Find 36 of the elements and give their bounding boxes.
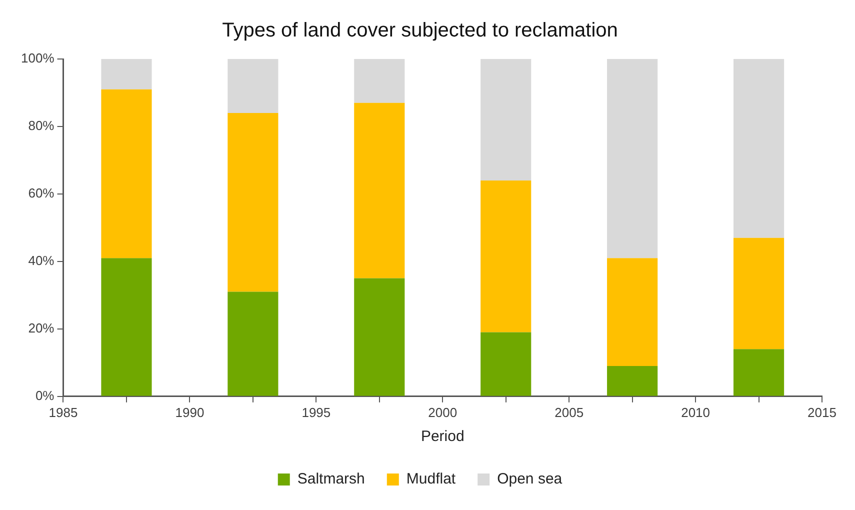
bar	[607, 59, 658, 258]
bar	[480, 332, 532, 396]
chart-title: Types of land cover subjected to reclamation	[222, 20, 618, 42]
y-tick-label: 20%	[28, 320, 55, 336]
y-tick-label: 100%	[21, 50, 55, 66]
x-tick-label: 2000	[428, 404, 458, 420]
bar	[480, 180, 532, 332]
x-tick-label: 2005	[554, 404, 584, 420]
bar	[101, 59, 152, 90]
legend-label: Mudflat	[406, 470, 456, 488]
y-tick-label: 0%	[35, 388, 55, 403]
legend-label: Open sea	[497, 470, 563, 488]
bar	[733, 59, 784, 238]
bar	[480, 59, 532, 180]
bar	[228, 112, 278, 292]
x-tick-label: 1995	[302, 404, 331, 420]
x-tick-label: 2010	[681, 404, 710, 420]
bar	[354, 59, 405, 103]
bar	[228, 59, 278, 113]
bar	[733, 238, 784, 350]
bar	[354, 102, 405, 278]
x-tick-label: 1985	[48, 404, 78, 420]
legend-label: Saltmarsh	[297, 470, 365, 488]
bar	[607, 258, 658, 366]
y-tick-label: 60%	[28, 186, 55, 201]
bar	[607, 366, 658, 396]
x-tick-label: 1990	[175, 404, 204, 420]
bar	[228, 292, 278, 396]
bar	[733, 349, 784, 396]
bar	[101, 258, 152, 396]
y-tick-label: 40%	[28, 253, 55, 268]
x-axis-title: Period	[420, 428, 464, 446]
bar	[354, 278, 405, 396]
y-tick-label: 80%	[28, 118, 55, 134]
x-tick-label: 2015	[808, 404, 836, 420]
bar	[101, 89, 152, 258]
